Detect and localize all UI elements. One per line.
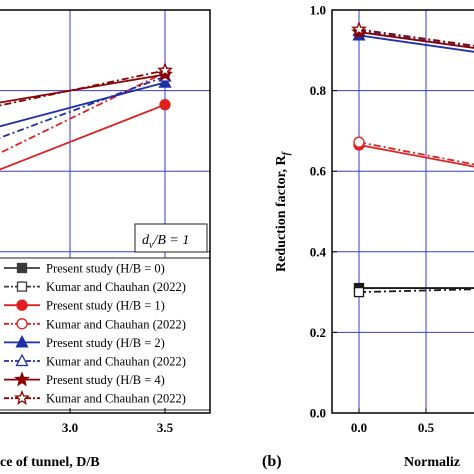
series-line (0, 73, 166, 104)
series-lines-b (351, 20, 474, 298)
y-tick-label: 0.6 (310, 164, 327, 179)
series-line (358, 28, 474, 47)
grid-b (332, 10, 474, 413)
panel-b: 0.0 0.2 0.4 0.6 0.8 1.0 0.0 0.5 Reduction fact… (262, 3, 474, 470)
x-ticks-b: 0.0 0.5 (351, 408, 435, 435)
x-tick-label: 0.5 (418, 420, 435, 435)
y-ticks-b: 0.0 0.2 0.4 0.6 0.8 1.0 (310, 3, 337, 421)
x-tick-label: 3.0 (62, 420, 78, 435)
legend-label: Kumar and Chauhan (2022) (46, 392, 186, 406)
series-lines-a (0, 62, 173, 171)
legend-label: Present study (H/B = 0) (46, 262, 165, 276)
series-line (358, 144, 474, 168)
plot-frame-b (331, 9, 474, 414)
legend: Present study (H/B = 0) Kumar and Chauhan… (0, 257, 211, 411)
series-line (358, 288, 474, 293)
x-tick-label: 0.0 (351, 420, 367, 435)
legend-label: Kumar and Chauhan (2022) (46, 280, 186, 294)
y-tick-label: 0.8 (310, 83, 327, 98)
y-tick-label: 0.0 (310, 406, 326, 421)
legend-label: Present study (H/B = 2) (46, 336, 165, 350)
marker-triangle (15, 353, 29, 367)
legend-label: Present study (H/B = 4) (46, 373, 165, 387)
series-line (358, 141, 474, 166)
marker-star (351, 20, 367, 37)
marker-square (16, 281, 28, 292)
series-line (0, 103, 166, 171)
legend-label: Present study (H/B = 1) (46, 299, 165, 313)
series-line (0, 69, 166, 107)
marker-square (16, 262, 28, 274)
series-line (358, 34, 474, 53)
marker-circle (353, 136, 365, 148)
series-line (358, 31, 474, 49)
marker-triangle (158, 75, 172, 88)
x-ticks-a: 3.0 3.5 (62, 408, 174, 435)
marker-circle (159, 99, 171, 111)
marker-triangle (15, 334, 29, 348)
legend-label: Kumar and Chauhan (2022) (46, 355, 186, 369)
y-axis-label-b: Reduction factor, Rf (274, 150, 292, 272)
x-tick-label: 3.5 (157, 420, 174, 435)
panel-a: dv/B = 1 Present study (H/B = 0) Kumar an… (0, 9, 211, 470)
marker-circle (16, 299, 28, 311)
marker-circle (16, 318, 28, 330)
y-tick-label: 0.4 (310, 244, 327, 259)
marker-star (14, 371, 30, 387)
marker-star (157, 62, 173, 78)
marker-star (14, 389, 30, 405)
legend-label: Kumar and Chauhan (2022) (46, 317, 186, 331)
series-line (0, 81, 166, 128)
x-axis-label-a: ce of tunnel, D/B (0, 455, 100, 470)
legend-box (0, 257, 211, 411)
x-axis-label-b: Normaliz (404, 455, 460, 470)
marker-square (353, 286, 365, 298)
panel-label-b: (b) (262, 453, 282, 470)
y-tick-label: 0.2 (310, 325, 326, 340)
annotation-box (134, 223, 208, 253)
y-tick-label: 1.0 (310, 3, 326, 18)
annotation-text: dv/B = 1 (142, 233, 189, 251)
plot-frame-a (0, 9, 211, 414)
series-line (0, 75, 166, 139)
